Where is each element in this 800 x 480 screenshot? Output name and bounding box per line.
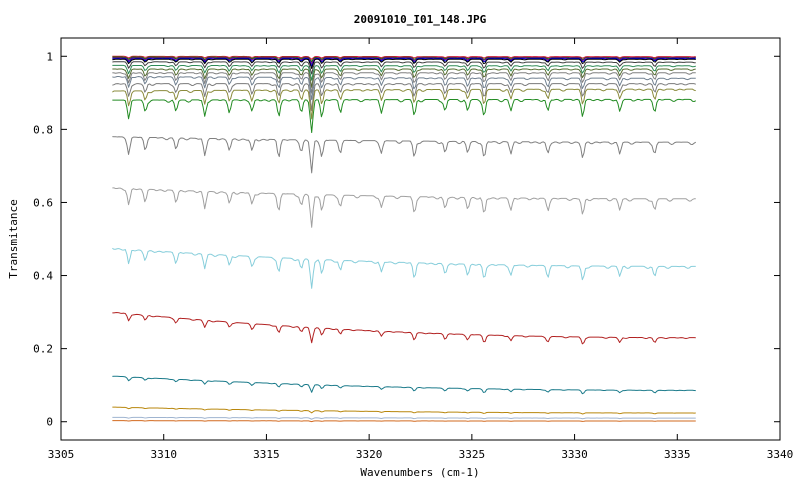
x-tick-label: 3305	[48, 448, 75, 461]
series-line	[112, 420, 696, 423]
y-tick-label: 0.6	[33, 196, 53, 209]
x-tick-label: 3330	[561, 448, 588, 461]
series-line	[112, 57, 696, 65]
x-tick-label: 3310	[150, 448, 177, 461]
y-axis-label: Transmitance	[7, 199, 20, 278]
series-line	[112, 83, 696, 112]
series-line	[112, 57, 696, 67]
series-line	[112, 247, 696, 289]
x-tick-label: 3320	[356, 448, 383, 461]
series-line	[112, 312, 696, 345]
series-line	[112, 406, 696, 415]
series-line	[112, 75, 696, 101]
x-axis-label: Wavenumbers (cm-1)	[360, 466, 479, 479]
series-line	[112, 416, 696, 420]
series-line	[112, 375, 696, 395]
y-tick-label: 0.8	[33, 123, 53, 136]
x-axis: 3305 3310 3315 3320 3325 3330 3335 3340	[48, 38, 794, 461]
y-tick-label: 1	[46, 50, 53, 63]
series-line	[112, 58, 696, 69]
y-axis: 0 0.2 0.4 0.6 0.8 1	[33, 50, 780, 429]
series-line	[112, 64, 696, 81]
series-line	[112, 72, 696, 94]
y-tick-label: 0	[46, 416, 53, 429]
chart-title: 20091010_I01_148.JPG	[354, 13, 487, 26]
series-line	[112, 88, 696, 120]
series-line	[112, 187, 696, 228]
x-tick-label: 3335	[664, 448, 691, 461]
series-line	[112, 55, 696, 60]
y-tick-label: 0.4	[33, 270, 53, 283]
series-line	[112, 61, 696, 75]
x-tick-label: 3325	[459, 448, 486, 461]
plot-frame	[60, 37, 781, 441]
y-tick-label: 0.2	[33, 343, 53, 356]
x-tick-label: 3340	[767, 448, 794, 461]
series-line	[112, 136, 697, 174]
series-line	[112, 68, 696, 88]
series-layer	[112, 55, 697, 423]
series-line	[112, 98, 697, 134]
x-tick-label: 3315	[253, 448, 280, 461]
